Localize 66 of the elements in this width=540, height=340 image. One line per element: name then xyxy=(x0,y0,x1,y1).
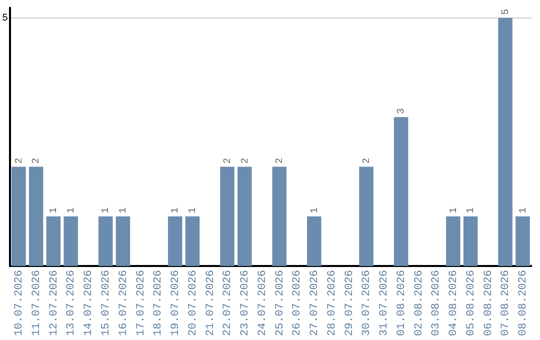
data-label: 5 xyxy=(500,8,512,15)
x-tick-label: 12.07.2026 xyxy=(48,270,60,336)
data-label: 1 xyxy=(101,207,112,214)
x-tick-label: 26.07.2026 xyxy=(292,270,304,336)
x-tick-label: 31.07.2026 xyxy=(378,270,391,336)
bar xyxy=(272,166,287,266)
data-label: 2 xyxy=(14,158,26,164)
bar xyxy=(463,216,478,266)
data-label: 2 xyxy=(32,158,43,164)
bar xyxy=(168,216,182,266)
x-tick-label: 29.07.2026 xyxy=(344,270,356,336)
bar xyxy=(446,216,460,266)
x-tick-label: 21.07.2026 xyxy=(204,270,217,336)
bar xyxy=(238,166,252,266)
x-tick-label: 20.07.2026 xyxy=(187,270,200,336)
data-label: 1 xyxy=(49,207,60,214)
data-label: 2 xyxy=(240,158,252,164)
x-tick-label: 28.07.2026 xyxy=(326,270,338,336)
x-tick-label: 30.07.2026 xyxy=(361,270,374,336)
data-label: 2 xyxy=(275,158,286,164)
bar xyxy=(359,166,374,266)
data-label: 2 xyxy=(362,158,373,164)
x-tick-label: 19.07.2026 xyxy=(170,270,182,336)
bar xyxy=(64,216,78,266)
x-tick-label: 25.07.2026 xyxy=(274,270,286,336)
bar xyxy=(516,216,530,266)
x-tick-label: 17.07.2026 xyxy=(135,270,148,336)
x-tick-label: 03.08.2026 xyxy=(430,270,443,336)
x-tick-label: 11.07.2026 xyxy=(30,270,43,336)
x-tick-label: 22.07.2026 xyxy=(222,270,234,336)
bar xyxy=(498,18,512,266)
x-tick-label: 24.07.2026 xyxy=(256,270,269,336)
x-tick-label: 04.08.2026 xyxy=(448,270,460,336)
bar xyxy=(46,216,61,266)
data-label: 1 xyxy=(118,207,130,214)
data-label: 1 xyxy=(448,207,460,214)
data-label: 3 xyxy=(396,108,408,114)
data-label: 1 xyxy=(310,207,321,214)
data-label: 2 xyxy=(222,158,234,164)
x-tick-label: 06.08.2026 xyxy=(482,270,495,336)
data-label: 1 xyxy=(466,207,478,214)
x-tick-label: 05.08.2026 xyxy=(465,270,478,336)
bar xyxy=(98,216,113,266)
x-tick-label: 01.08.2026 xyxy=(396,270,408,336)
x-tick-label: 08.08.2026 xyxy=(518,270,530,336)
x-tick-label: 16.07.2026 xyxy=(118,270,130,336)
bar xyxy=(12,166,26,266)
data-label: 1 xyxy=(170,207,182,214)
x-tick-label: 27.07.2026 xyxy=(309,270,322,336)
data-label: 1 xyxy=(66,207,78,214)
x-tick-label: 10.07.2026 xyxy=(14,270,26,336)
bar xyxy=(394,117,408,266)
bar xyxy=(307,216,322,266)
data-label: 1 xyxy=(518,207,530,214)
bar xyxy=(185,216,200,266)
x-tick-label: 18.07.2026 xyxy=(152,270,165,336)
x-tick-label: 14.07.2026 xyxy=(83,270,96,336)
data-label: 1 xyxy=(188,207,200,214)
x-tick-label: 07.08.2026 xyxy=(500,270,512,336)
bar xyxy=(28,166,44,266)
bar xyxy=(220,166,234,266)
x-tick-label: 13.07.2026 xyxy=(66,270,78,336)
bar xyxy=(116,216,130,266)
x-tick-label: 15.07.2026 xyxy=(100,270,112,336)
x-tick-label: 02.08.2026 xyxy=(413,270,426,336)
x-tick-label: 23.07.2026 xyxy=(240,270,252,336)
